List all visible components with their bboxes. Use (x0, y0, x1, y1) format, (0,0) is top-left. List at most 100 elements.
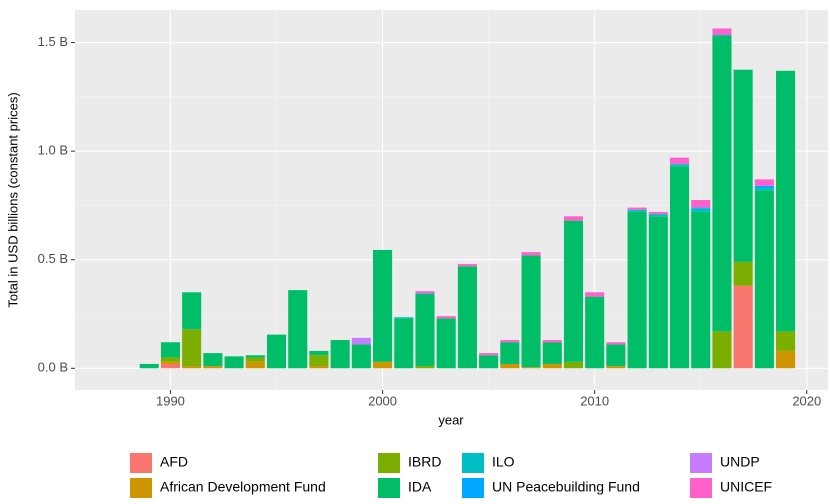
bar-segment (373, 361, 393, 369)
bar-segment (542, 342, 562, 364)
bar-segment (563, 361, 584, 369)
bar-segment (563, 220, 584, 362)
bar-segment (542, 363, 562, 369)
bar-segment (585, 292, 605, 297)
legend-label: UNICEF (720, 479, 772, 495)
y-tick-label: 0.5 B (38, 251, 68, 266)
bar-segment (776, 70, 796, 332)
x-tick-label: 1990 (156, 393, 185, 408)
bar-segment (691, 208, 711, 212)
legend-label: ILO (492, 454, 515, 470)
legend-label: IBRD (408, 454, 441, 470)
bar-segment (500, 363, 520, 369)
bar-segment (563, 216, 584, 221)
bar-segment (266, 334, 287, 369)
bar-segment (351, 344, 371, 369)
bar-segment (309, 355, 329, 367)
x-tick-label: 2010 (580, 393, 609, 408)
bar-segment (733, 69, 753, 262)
legend-key (378, 453, 400, 473)
bar-segment (521, 252, 541, 256)
bar-segment (182, 292, 202, 330)
bar-segment (160, 357, 180, 362)
legend-label: UNDP (720, 454, 760, 470)
bar-segment (606, 342, 626, 345)
bar-segment (394, 317, 414, 319)
bar-segment (606, 366, 626, 369)
bar-segment (669, 166, 690, 369)
legend-key (378, 478, 400, 498)
bar-segment (669, 157, 690, 165)
bar-segment (182, 366, 202, 369)
bar-segment (479, 353, 499, 356)
y-axis-title: Total in USD billions (constant prices) (5, 92, 20, 307)
bar-segment (754, 185, 774, 189)
bar-segment (712, 34, 732, 37)
legend-label: UN Peacebuilding Fund (492, 479, 640, 495)
bar-segment (245, 361, 265, 369)
bar-segment (245, 355, 265, 358)
bar-segment (415, 366, 435, 369)
bar-segment (521, 255, 541, 368)
bar-segment (754, 179, 774, 186)
y-tick-label: 1.0 B (38, 143, 68, 158)
bar-segment (330, 340, 350, 369)
bar-segment (203, 366, 223, 369)
bar-segment (309, 350, 329, 356)
bar-segment (457, 264, 477, 267)
bar-segment (754, 190, 774, 369)
bar-segment (776, 350, 796, 369)
bar-segment (457, 266, 477, 369)
legend-key (462, 453, 484, 473)
bar-segment (415, 291, 435, 294)
bar-segment (203, 353, 223, 367)
bar-segment (585, 296, 605, 369)
bar-segment (776, 331, 796, 351)
bar-segment (160, 342, 180, 358)
legend-key (462, 478, 484, 498)
bar-segment (415, 294, 435, 367)
bar-segment (373, 249, 393, 362)
bar-segment (160, 363, 180, 369)
bar-segment (712, 331, 732, 369)
bar-segment (139, 363, 159, 369)
bar-segment (627, 207, 647, 210)
bar-segment (691, 211, 711, 369)
bar-segment (182, 329, 202, 367)
y-tick-label: 1.5 B (38, 34, 68, 49)
bar-segment (669, 164, 690, 167)
bar-segment (521, 367, 541, 369)
bar-segment (309, 366, 329, 369)
bar-segment (712, 36, 732, 332)
bar-segment (415, 293, 435, 295)
bar-segment (754, 188, 774, 191)
x-tick-label: 2000 (368, 393, 397, 408)
bar-segment (606, 344, 626, 367)
bar-segment (479, 355, 499, 369)
bar-segment (542, 340, 562, 343)
bar-segment (500, 342, 520, 364)
bar-segment (627, 209, 647, 212)
legend-label: AFD (160, 454, 188, 470)
bar-segment (288, 290, 308, 369)
legend-key (130, 453, 152, 473)
bar-segment (500, 340, 520, 343)
bar-segment (351, 337, 371, 345)
bar-segment (733, 261, 753, 286)
x-tick-label: 2020 (792, 393, 821, 408)
bar-segment (691, 200, 711, 208)
bar-segment (436, 318, 456, 369)
bar-segment (691, 207, 711, 209)
bar-segment (160, 361, 180, 364)
bar-segment (245, 357, 265, 362)
bar-segment (712, 28, 732, 35)
legend-key (130, 478, 152, 498)
legend-label: IDA (408, 479, 432, 495)
y-tick-label: 0.0 B (38, 360, 68, 375)
legend-key (690, 453, 712, 473)
bar-segment (733, 285, 753, 369)
x-axis-title: year (438, 412, 464, 427)
bar-segment (648, 214, 668, 217)
legend-key (690, 478, 712, 498)
